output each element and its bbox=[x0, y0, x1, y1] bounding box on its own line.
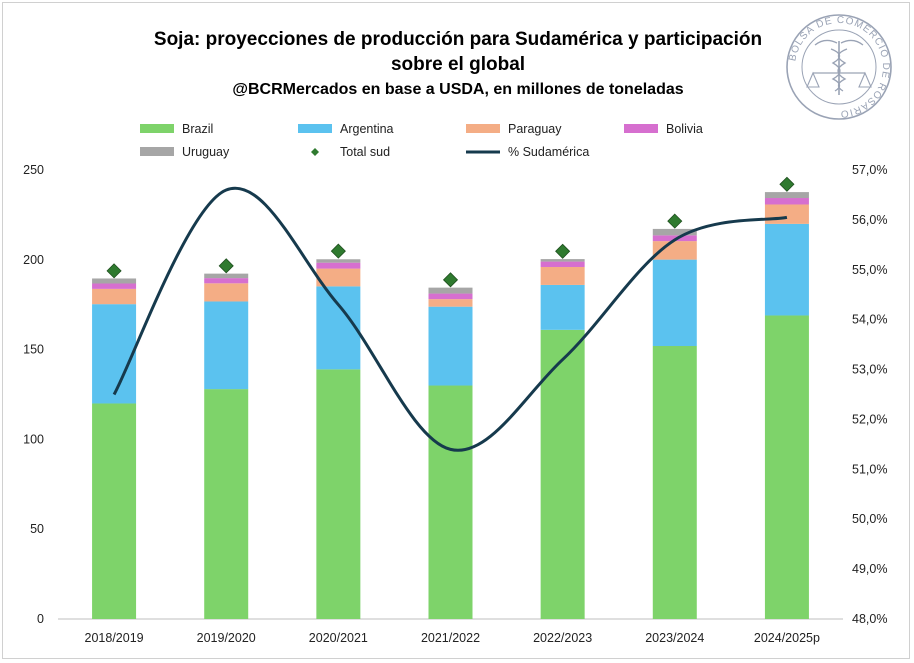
bar-paraguay bbox=[764, 204, 809, 224]
legend-label: Total sud bbox=[340, 145, 390, 159]
y2-tick-label: 50,0% bbox=[852, 512, 887, 526]
bar-argentina bbox=[652, 259, 697, 347]
x-tick-label: 2024/2025p bbox=[754, 631, 820, 645]
bar-brazil bbox=[764, 315, 809, 619]
bar-bolivia bbox=[428, 293, 473, 300]
x-axis: 2018/2019 2019/2020 2020/2021 2021/2022 2022… bbox=[85, 631, 820, 645]
bar-bolivia bbox=[92, 283, 137, 289]
y-tick-label: 50 bbox=[30, 522, 44, 536]
bar-argentina bbox=[764, 223, 809, 316]
bar-series bbox=[92, 192, 809, 619]
bar-uruguay bbox=[540, 259, 585, 262]
bar-argentina bbox=[540, 284, 585, 330]
bar-brazil bbox=[92, 403, 137, 619]
legend-label: Argentina bbox=[340, 122, 394, 136]
bar-paraguay bbox=[316, 268, 361, 287]
legend-label: Bolivia bbox=[666, 122, 703, 136]
y-tick-label: 100 bbox=[23, 432, 44, 446]
total-marker bbox=[667, 213, 683, 229]
chart-subtitle: @BCRMercados en base a USDA, en millones… bbox=[232, 81, 683, 98]
y2-tick-label: 52,0% bbox=[852, 412, 887, 426]
y-tick-label: 0 bbox=[37, 612, 44, 626]
share-line bbox=[112, 186, 788, 452]
total-marker bbox=[106, 263, 122, 279]
share-line-series bbox=[112, 186, 788, 452]
bar-brazil bbox=[540, 329, 585, 619]
x-tick-label: 2022/2023 bbox=[533, 631, 592, 645]
bar-brazil bbox=[204, 389, 249, 619]
legend-swatch bbox=[311, 148, 319, 156]
total-marker bbox=[779, 176, 795, 192]
bar-uruguay bbox=[428, 287, 473, 294]
y2-tick-label: 55,0% bbox=[852, 263, 887, 277]
bar-paraguay bbox=[428, 299, 473, 307]
y-axis-right: 48,0% 49,0% 50,0% 51,0% 52,0% 53,0% 54,0% 55,0%… bbox=[852, 163, 887, 626]
legend-label: Uruguay bbox=[182, 145, 230, 159]
chart-title-line-2: sobre el global bbox=[391, 54, 525, 75]
bar-argentina bbox=[316, 286, 361, 370]
y2-tick-label: 53,0% bbox=[852, 363, 887, 377]
total-marker bbox=[330, 243, 346, 259]
x-tick-label: 2023/2024 bbox=[645, 631, 704, 645]
bar-paraguay bbox=[652, 241, 697, 260]
bar-argentina bbox=[428, 306, 473, 386]
bar-paraguay bbox=[540, 266, 585, 285]
bar-uruguay bbox=[316, 259, 361, 263]
bar-argentina bbox=[204, 301, 249, 390]
x-tick-label: 2019/2020 bbox=[197, 631, 256, 645]
bcr-seal-logo: BOLSA DE COMERCIO DE ROSARIO bbox=[786, 14, 892, 120]
y2-tick-label: 57,0% bbox=[852, 163, 887, 177]
bar-paraguay bbox=[92, 288, 137, 305]
y2-tick-label: 56,0% bbox=[852, 213, 887, 227]
x-tick-label: 2021/2022 bbox=[421, 631, 480, 645]
legend-swatch bbox=[466, 124, 500, 133]
bar-brazil bbox=[652, 346, 697, 619]
bar-uruguay bbox=[92, 278, 137, 284]
x-tick-label: 2020/2021 bbox=[309, 631, 368, 645]
total-marker bbox=[218, 258, 234, 274]
legend-label: Paraguay bbox=[508, 122, 562, 136]
bar-uruguay bbox=[764, 192, 809, 199]
bar-bolivia bbox=[764, 198, 809, 205]
y2-tick-label: 48,0% bbox=[852, 612, 887, 626]
legend-swatch bbox=[140, 147, 174, 156]
bar-argentina bbox=[92, 304, 137, 404]
total-marker bbox=[442, 272, 459, 288]
legend-swatch bbox=[624, 124, 658, 133]
y2-tick-label: 54,0% bbox=[852, 313, 887, 327]
bar-brazil bbox=[428, 385, 473, 619]
bar-bolivia bbox=[204, 278, 249, 284]
legend: Brazil Argentina Paraguay Bolivia Uruguay Tot… bbox=[140, 122, 703, 159]
bar-bolivia bbox=[540, 261, 585, 267]
y2-tick-label: 49,0% bbox=[852, 562, 887, 576]
legend-label: Brazil bbox=[182, 122, 213, 136]
y2-tick-label: 51,0% bbox=[852, 462, 887, 476]
bar-uruguay bbox=[204, 273, 249, 279]
y-axis-left: 0 50 100 150 200 250 bbox=[23, 163, 44, 626]
total-markers bbox=[106, 176, 795, 288]
y-tick-label: 200 bbox=[23, 253, 44, 267]
legend-swatch bbox=[140, 124, 174, 133]
y-tick-label: 250 bbox=[23, 163, 44, 177]
total-marker bbox=[555, 243, 571, 259]
bar-uruguay bbox=[652, 228, 697, 236]
bar-paraguay bbox=[204, 283, 249, 302]
x-tick-label: 2018/2019 bbox=[85, 631, 144, 645]
legend-swatch bbox=[298, 124, 332, 133]
chart-title-line-1: Soja: proyecciones de producción para Su… bbox=[154, 29, 762, 50]
bar-bolivia bbox=[316, 262, 361, 269]
legend-label: % Sudamérica bbox=[508, 145, 589, 159]
bar-brazil bbox=[316, 369, 361, 619]
y-tick-label: 150 bbox=[23, 343, 44, 357]
